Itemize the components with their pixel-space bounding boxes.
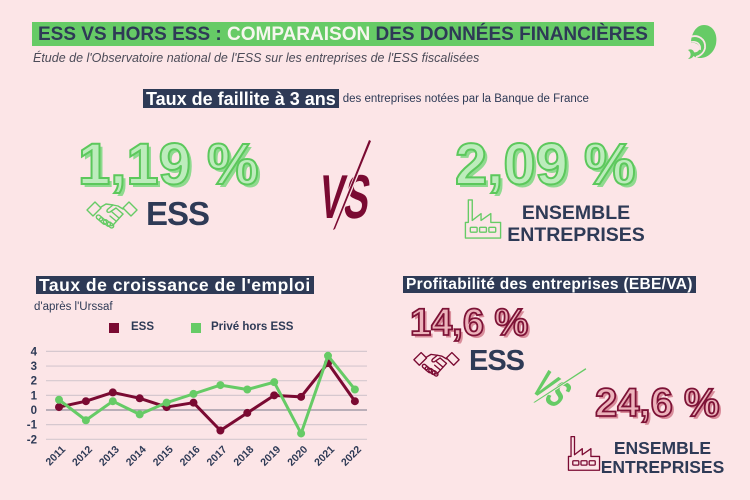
data-point xyxy=(297,392,306,401)
page-subtitle: Étude de l'Observatoire national de l'ES… xyxy=(33,51,480,65)
title-part-2: DES DONNÉES FINANCIÈRES xyxy=(370,24,648,45)
y-tick-label: -2 xyxy=(27,434,37,446)
all-companies-label: ENSEMBLE ENTREPRISES xyxy=(600,439,725,477)
all-companies-label: ENSEMBLE ENTREPRISES xyxy=(505,202,647,246)
ess-failure-rate-value: 1,19 % xyxy=(77,132,260,197)
vs-text: VS xyxy=(315,163,375,232)
data-point xyxy=(270,391,279,400)
data-point xyxy=(81,397,90,406)
employment-line-chart: 4 3 2 1 0 -1 -2 2011 2012 2013 2014 2015 2016 2017 201… xyxy=(0,340,380,490)
x-tick-label: 2022 xyxy=(339,444,364,469)
handshake-icon xyxy=(413,348,460,377)
y-tick-label: 3 xyxy=(31,361,37,373)
failure-rate-label-suffix: des entreprises notées par la Banque de … xyxy=(342,92,589,105)
all-companies-label-line1: ENSEMBLE xyxy=(521,202,631,224)
all-companies-label-line2: ENTREPRISES xyxy=(600,457,725,477)
profitability-title: Profitabilité des entreprises (EBE/VA) xyxy=(403,276,696,293)
data-point xyxy=(216,381,225,390)
factory-icon xyxy=(566,434,602,472)
x-tick-label: 2013 xyxy=(97,444,122,469)
all-companies-label-line1: ENSEMBLE xyxy=(613,438,712,458)
page-title: ESS VS HORS ESS : COMPARAISON DES DONNÉE… xyxy=(32,22,654,46)
y-tick-label: 0 xyxy=(31,405,37,417)
series-line xyxy=(58,361,357,433)
legend-swatch-ess xyxy=(109,323,119,333)
data-point xyxy=(81,416,90,425)
data-point xyxy=(297,429,306,438)
data-point xyxy=(350,397,359,406)
data-point xyxy=(216,426,225,435)
data-point xyxy=(324,351,332,360)
x-tick-label: 2011 xyxy=(44,444,69,469)
x-tick-label: 2021 xyxy=(312,444,337,469)
all-failure-rate-value: 2,09 % xyxy=(454,132,637,197)
ess-label: ESS xyxy=(469,345,525,377)
series-line xyxy=(58,354,357,435)
data-point xyxy=(135,394,144,403)
handshake-icon xyxy=(86,197,138,229)
data-point xyxy=(108,397,117,406)
legend-label-private: Privé hors ESS xyxy=(211,321,294,333)
x-tick-label: 2018 xyxy=(231,444,256,469)
data-point xyxy=(162,398,171,407)
all-profitability-value: 24,6 % xyxy=(594,381,720,425)
data-point xyxy=(350,385,359,394)
data-point xyxy=(55,395,63,404)
y-tick-label: 1 xyxy=(31,390,38,402)
vs-icon: VS xyxy=(315,140,380,232)
x-tick-label: 2014 xyxy=(124,444,149,469)
vs-icon: VS xyxy=(523,352,592,420)
ess-profitability-value: 14,6 % xyxy=(409,302,529,344)
ess-label: ESS xyxy=(146,195,210,232)
x-tick-label: 2016 xyxy=(178,444,203,469)
legend-swatch-private xyxy=(191,323,201,333)
data-point xyxy=(135,410,144,419)
data-point xyxy=(189,389,198,398)
data-point xyxy=(243,408,252,417)
title-highlight: COMPARAISON xyxy=(227,24,371,45)
data-point xyxy=(189,398,198,407)
x-tick-label: 2017 xyxy=(205,444,230,469)
vs-text: VS xyxy=(523,364,580,416)
data-point xyxy=(108,388,117,397)
all-companies-label-line2: ENTREPRISES xyxy=(507,224,645,246)
employment-growth-source: d'après l'Urssaf xyxy=(34,301,113,313)
y-tick-label: 4 xyxy=(31,346,38,358)
title-part-1: ESS VS HORS ESS : xyxy=(38,24,227,45)
legend-label-ess: ESS xyxy=(131,321,155,333)
x-tick-label: 2019 xyxy=(258,444,283,469)
failure-rate-heading: Taux de faillite à 3 ans des entreprises… xyxy=(143,89,589,109)
x-tick-label: 2012 xyxy=(70,444,95,469)
logo-icon xyxy=(686,24,718,60)
y-tick-label: -1 xyxy=(27,420,38,432)
factory-icon xyxy=(463,197,503,240)
failure-rate-label: Taux de faillite à 3 ans xyxy=(143,89,339,109)
employment-growth-title: Taux de croissance de l'emploi xyxy=(36,276,314,295)
x-tick-label: 2015 xyxy=(151,444,176,469)
data-point xyxy=(243,385,252,394)
data-point xyxy=(55,403,63,412)
x-tick-label: 2020 xyxy=(285,444,310,469)
y-tick-label: 2 xyxy=(31,376,37,388)
data-point xyxy=(270,378,279,387)
